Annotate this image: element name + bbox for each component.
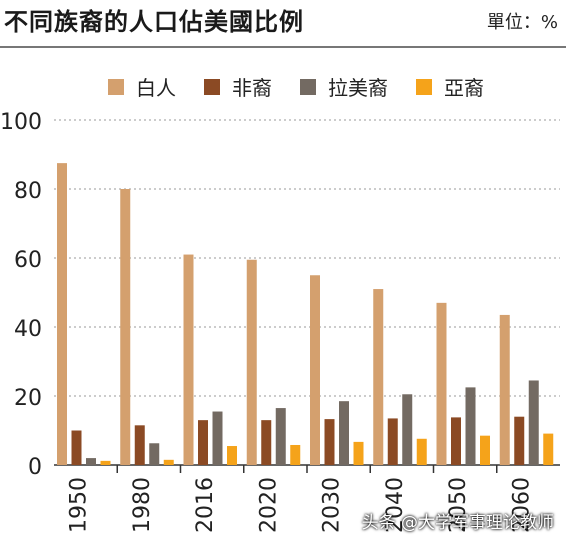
bar (227, 446, 237, 465)
legend-swatch (108, 78, 124, 95)
x-tick-label: 2040 (383, 477, 408, 533)
bar (514, 416, 525, 465)
chart-title: 不同族裔的人口佔美國比例 (4, 8, 304, 36)
bar (436, 302, 447, 465)
bar (275, 408, 286, 465)
y-tick-label: 0 (28, 455, 42, 480)
x-tick-label: 1980 (130, 477, 155, 533)
bar (499, 314, 510, 465)
unit-label: 單位：% (486, 12, 558, 33)
bar (120, 189, 131, 465)
y-tick-label: 20 (14, 386, 42, 411)
bar (402, 394, 413, 465)
bar (373, 289, 384, 465)
bar (261, 420, 272, 465)
bar (451, 417, 461, 465)
legend-item-white: 白人 (108, 72, 176, 101)
legend-label: 亞裔 (444, 76, 484, 100)
bar (71, 430, 82, 465)
bar (198, 420, 208, 465)
bar (339, 401, 349, 465)
legend-label: 拉美裔 (328, 76, 388, 100)
x-tick-label: 2060 (509, 477, 534, 533)
legend-item-black: 非裔 (204, 72, 272, 101)
bar (528, 380, 539, 465)
y-tick-label: 60 (14, 248, 42, 273)
legend-label: 非裔 (232, 76, 272, 100)
bar (465, 387, 476, 465)
bar (246, 259, 257, 465)
x-tick-label: 2050 (446, 477, 471, 533)
legend-swatch (416, 78, 432, 95)
title-divider (0, 46, 566, 48)
y-tick-label: 40 (14, 317, 42, 342)
bar (183, 254, 194, 465)
legend: 白人 非裔 拉美裔 亞裔 (108, 72, 512, 101)
bar (310, 275, 320, 465)
bar (134, 425, 145, 465)
bar (212, 411, 223, 465)
y-tick-label: 100 (0, 110, 42, 135)
legend-swatch (300, 78, 316, 95)
legend-item-asian: 亞裔 (416, 72, 484, 101)
bar (57, 163, 67, 465)
legend-swatch (204, 78, 220, 95)
x-tick-label: 2020 (256, 477, 281, 533)
legend-label: 白人 (136, 76, 176, 100)
bar (324, 419, 335, 465)
x-tick-label: 1950 (67, 477, 92, 533)
bar (543, 433, 554, 465)
bar (353, 441, 364, 465)
bar (100, 460, 111, 465)
x-tick-label: 2030 (320, 477, 345, 533)
bar (149, 443, 160, 465)
bar (290, 444, 301, 465)
bar (387, 418, 398, 465)
bar (416, 438, 427, 465)
y-tick-label: 80 (14, 179, 42, 204)
watermark: 头条 @大学军事理论教师 (361, 513, 554, 533)
bar (163, 459, 174, 465)
bar (480, 435, 490, 465)
bar (86, 458, 96, 465)
x-tick-label: 2016 (193, 477, 218, 533)
legend-item-hispanic: 拉美裔 (300, 72, 388, 101)
